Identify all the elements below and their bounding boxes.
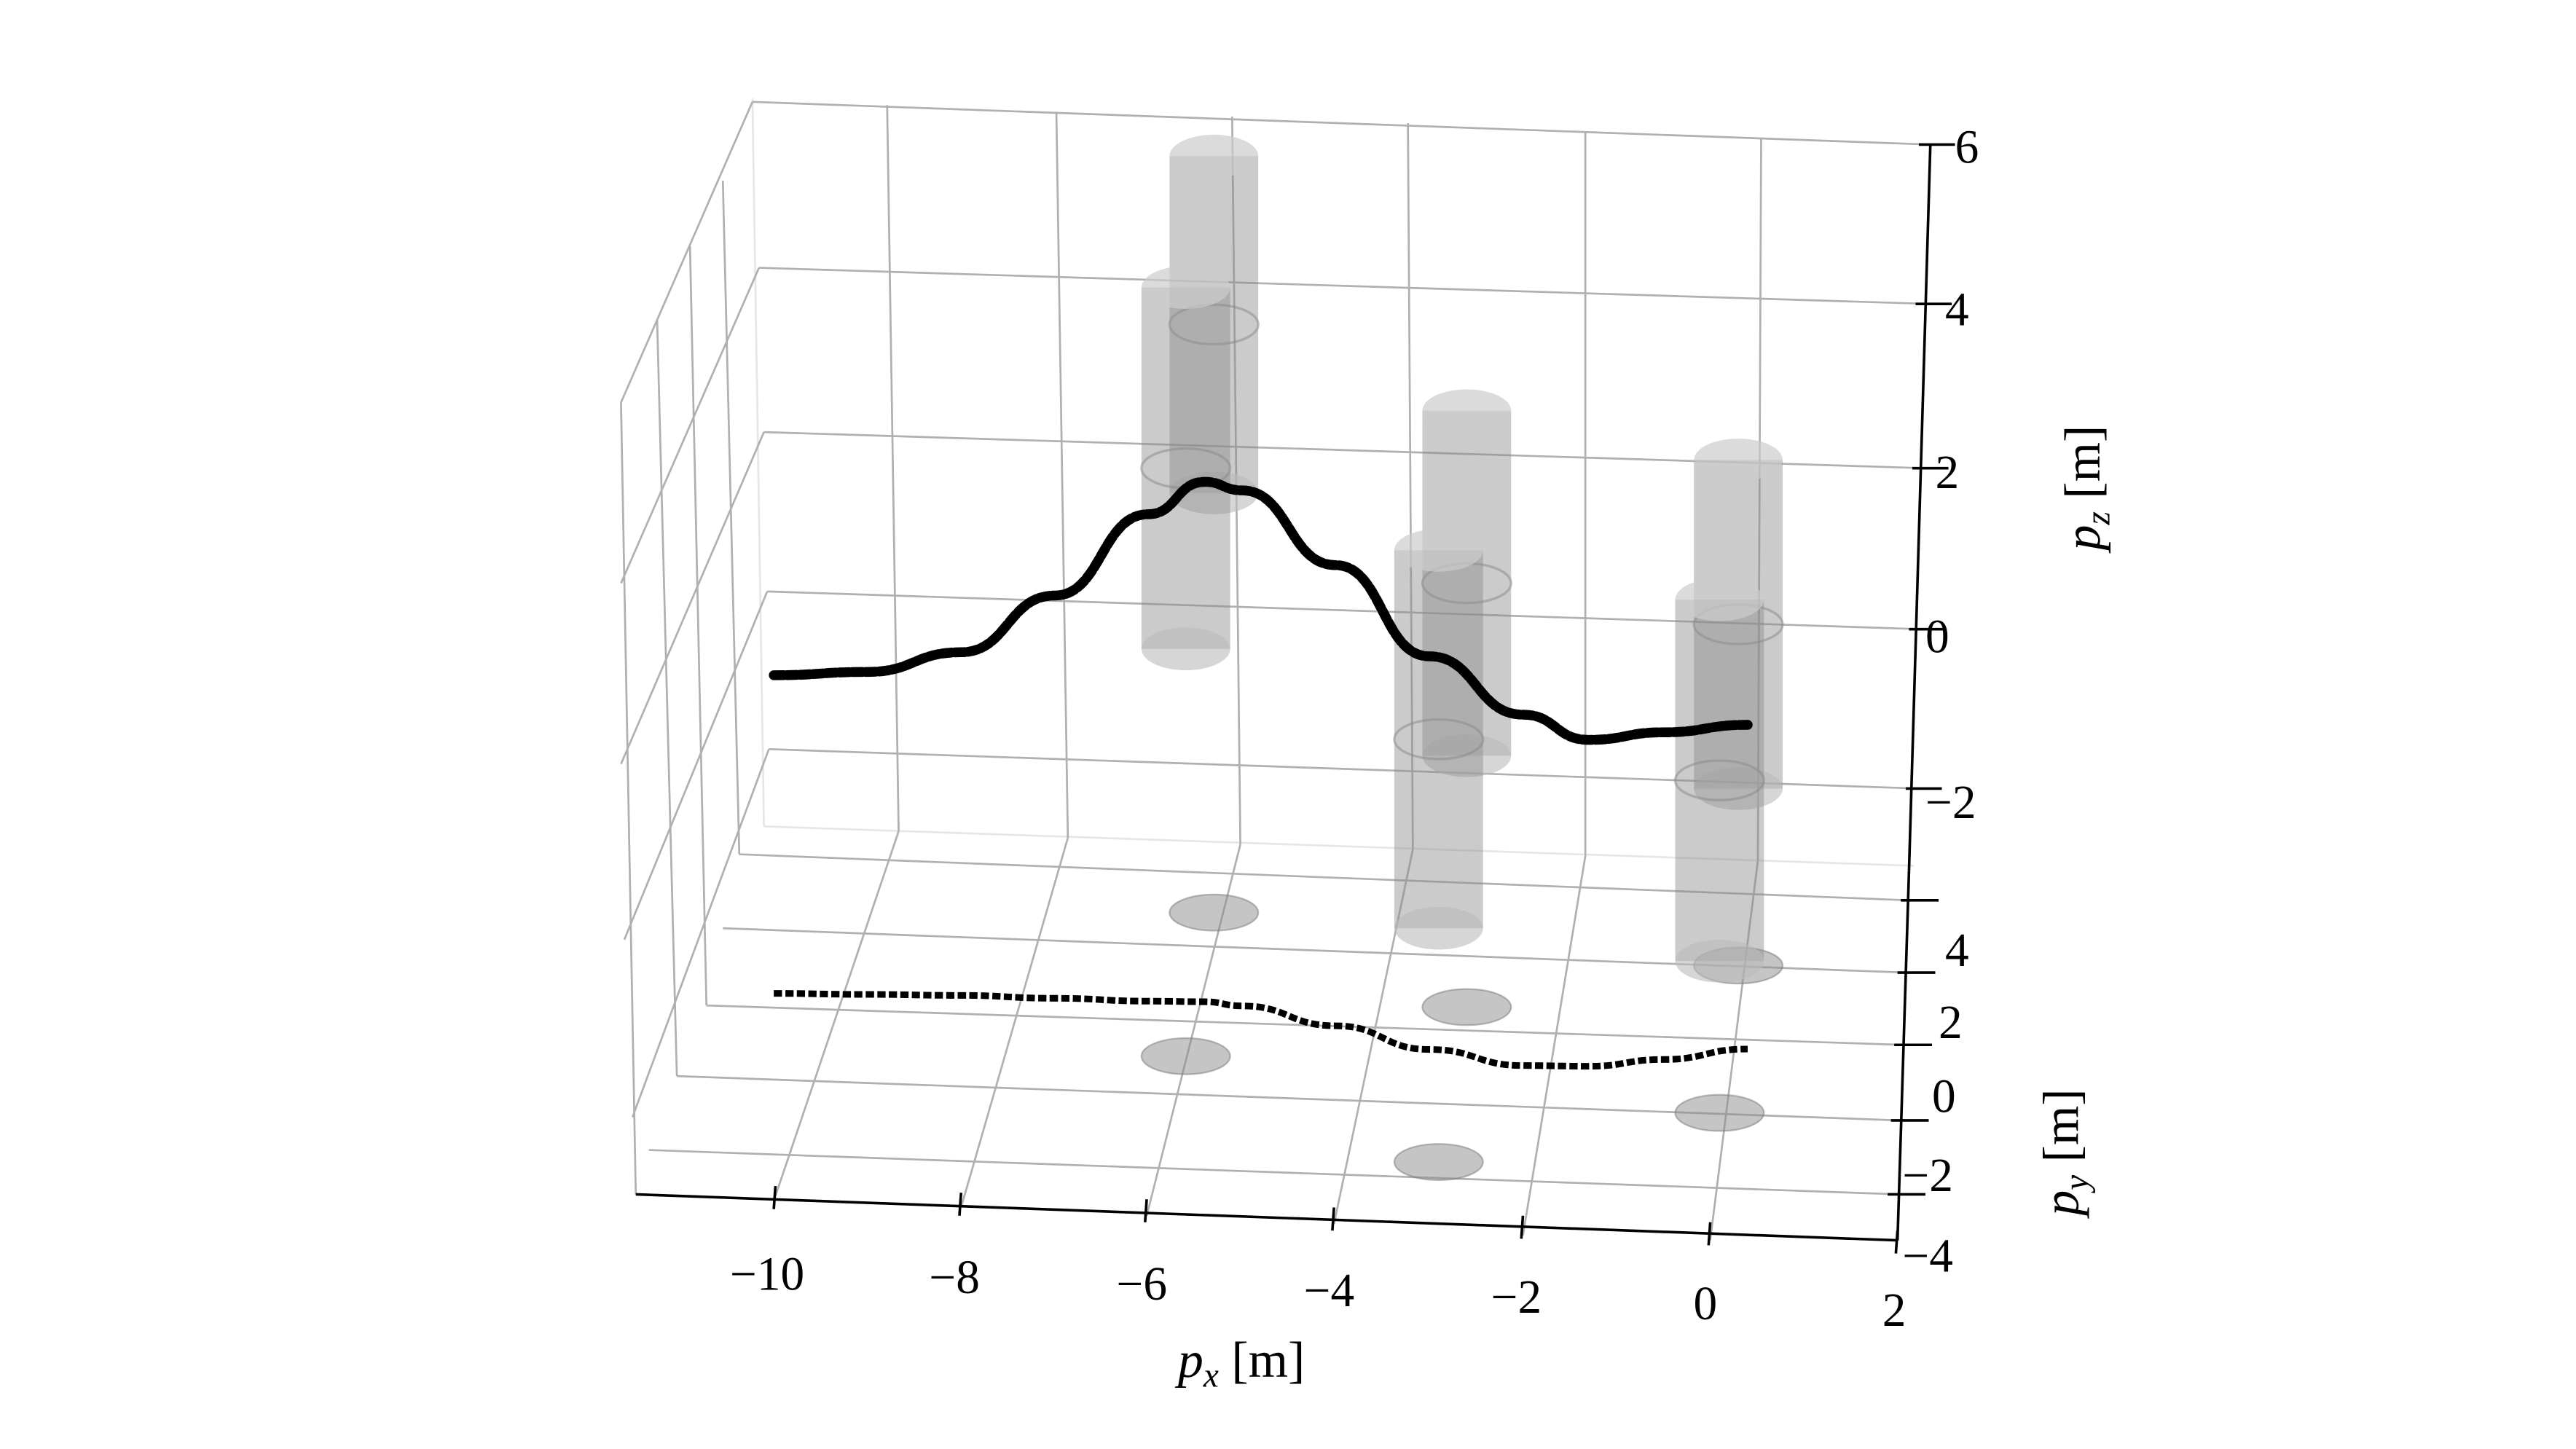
cylinder-body [1675, 600, 1764, 962]
y-gridline [688, 246, 708, 1006]
x-tick-labels: −10 −8 −6 −4 −2 0 2 [730, 1248, 1906, 1337]
x-tick-label: 0 [1693, 1278, 1717, 1330]
x-tick-label: −2 [1491, 1271, 1542, 1324]
y-gridline [739, 853, 1909, 902]
z-tick-label: 2 [1936, 447, 1960, 499]
obstacle-shadow [1140, 1037, 1231, 1075]
z-gridline [620, 101, 754, 404]
z-gridline [623, 591, 769, 941]
x-gridline [774, 830, 900, 1197]
obstacle-cylinder [1692, 439, 1784, 810]
z-axis-label: pz [m] [2055, 425, 2118, 554]
obstacle-shadow [1169, 893, 1260, 932]
obstacle-shadow [1421, 988, 1512, 1026]
trajectory-3d [769, 476, 1753, 745]
cylinder-bottom [1141, 627, 1230, 671]
obstacles [1140, 134, 1784, 983]
obstacle-cylinder [1168, 134, 1260, 514]
cylinder-body [1694, 460, 1783, 789]
y-gridline [620, 402, 637, 1195]
x-axis-label: px [m] [1174, 1332, 1305, 1395]
x-tick-label: −4 [1304, 1265, 1355, 1317]
z-gridline [767, 590, 1923, 631]
obstacle-cylinder [1393, 529, 1485, 950]
x-gridline [1756, 138, 1762, 861]
cylinder-top [1141, 266, 1230, 309]
z-axis-line [1907, 144, 1932, 871]
cylinder-ring [1168, 303, 1260, 346]
y-tick-label: 2 [1939, 997, 1963, 1049]
x-axis-line [635, 1193, 1898, 1242]
cylinder-ring [1673, 759, 1765, 801]
y-gridline [656, 320, 678, 1077]
y-gridline [721, 181, 741, 855]
cylinder-body [1422, 410, 1512, 756]
z-tick-label: 0 [1925, 610, 1949, 663]
y-tick-label: 4 [1945, 924, 1969, 977]
cylinder-top [1422, 389, 1512, 433]
x-tick-label: −10 [730, 1248, 804, 1300]
z-gridline [620, 267, 761, 584]
cylinder-body [1394, 550, 1483, 929]
x-tick [1894, 1230, 1899, 1254]
trajectory [769, 476, 1753, 745]
cylinder-ring [1393, 718, 1485, 761]
cylinder-top [1675, 578, 1764, 621]
x-tick-label: −8 [929, 1252, 980, 1304]
x-gridline [959, 837, 1069, 1208]
cylinder-body [1169, 156, 1259, 493]
cylinder-bottom [1394, 906, 1483, 950]
y-tick-label: −2 [1902, 1150, 1953, 1202]
z-gridline [631, 748, 770, 1118]
cylinder-top [1394, 529, 1483, 572]
x-gridline [886, 105, 900, 832]
x-tick [1707, 1222, 1712, 1246]
y-tick-labels: 4 2 0 −2 −4 [1902, 924, 1968, 1282]
x-gridline [1522, 855, 1587, 1236]
pane-edge [751, 98, 765, 827]
obstacle-shadow [1393, 1143, 1484, 1181]
trajectory-xy-projection [774, 990, 1748, 1070]
y-axis-label: py [m] [2034, 1088, 2097, 1219]
axes [635, 143, 1955, 1254]
pane-edge [763, 825, 1915, 867]
x-tick [772, 1186, 777, 1209]
z-gridline [752, 101, 1931, 146]
z-tick-label: −2 [1925, 777, 1976, 829]
z-gridline [758, 267, 1931, 305]
z-tick-label: 4 [1945, 284, 1969, 337]
y-tick-label: −4 [1902, 1230, 1953, 1282]
cylinder-top [1169, 134, 1259, 178]
y-tick-label: 0 [1932, 1071, 1956, 1123]
obstacle-cylinder [1421, 389, 1512, 777]
x-tick-label: 2 [1882, 1284, 1907, 1337]
z-tick-label: 6 [1955, 121, 1979, 173]
x-tick [1144, 1199, 1148, 1222]
cylinder-body [1141, 287, 1230, 649]
trajectory-projection [774, 990, 1748, 1070]
z-tick-labels: 6 4 2 0 −2 [1925, 121, 1979, 829]
x-tick [1520, 1215, 1525, 1239]
y-axis-line [1896, 871, 1911, 1241]
x-tick [958, 1193, 963, 1216]
cylinder-bottom [1675, 939, 1764, 983]
x-tick [1331, 1207, 1335, 1231]
cylinder-top [1694, 439, 1783, 482]
x-gridline [1055, 111, 1069, 839]
y-gridline [648, 1149, 1899, 1195]
x-gridline [1407, 123, 1414, 849]
z-gridline [620, 431, 765, 765]
obstacle-shadow [1674, 1093, 1765, 1132]
obstacle-cylinder [1673, 578, 1765, 983]
obstacle-cylinder [1140, 266, 1232, 671]
x-tick-label: −6 [1117, 1258, 1168, 1311]
